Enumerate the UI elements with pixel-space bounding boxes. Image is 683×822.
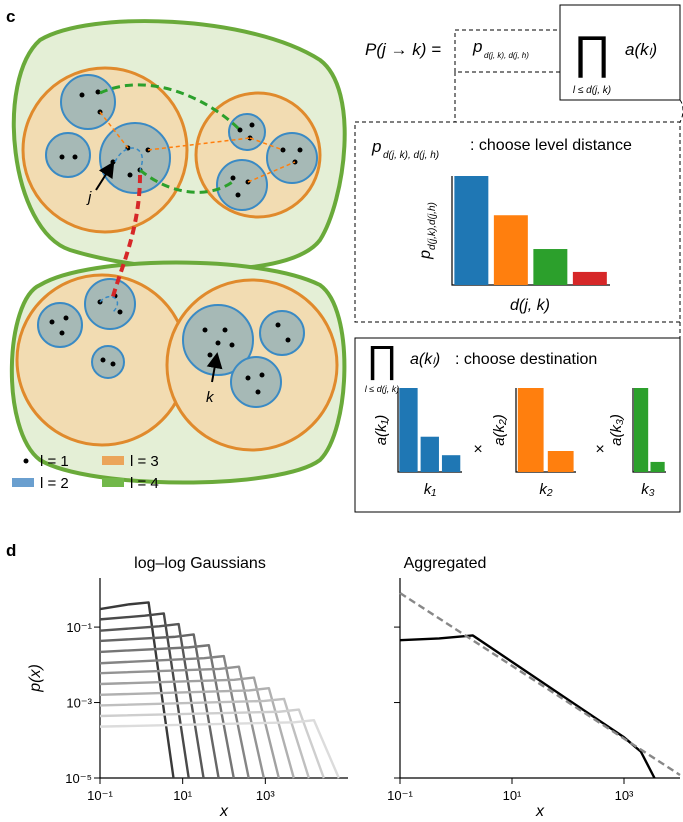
x-axis-label: k₃ — [641, 481, 655, 498]
x-tick-label: 10³ — [256, 788, 275, 803]
panel-label: c — [6, 7, 15, 26]
bar — [442, 455, 460, 472]
x-axis-label: x — [535, 803, 545, 820]
x-tick-label: 10⁻¹ — [87, 788, 113, 803]
legend-swatch — [102, 456, 124, 465]
axis — [100, 578, 348, 778]
formula-prod-sub: l ≤ d(j, k) — [573, 85, 611, 96]
x-axis-label: k₁ — [424, 481, 437, 498]
legend-label: l = 4 — [130, 475, 159, 492]
y-axis-label-main: a(k₁) — [373, 415, 390, 446]
legend-dot — [24, 459, 29, 464]
bar — [494, 215, 528, 285]
times: × — [473, 441, 482, 458]
series-line — [100, 645, 234, 778]
formula-lhs: P(j → k) = — [365, 40, 441, 59]
y-axis-label: p(x) — [27, 664, 44, 693]
network-diagram — [12, 21, 345, 482]
legend-swatch — [12, 478, 34, 487]
y-axis-label-main: a(k₂) — [491, 414, 508, 446]
box-a: a(kₗ) — [410, 351, 440, 368]
bar — [518, 388, 544, 472]
times: × — [595, 441, 604, 458]
bar — [533, 249, 567, 285]
bar — [421, 437, 439, 472]
chart-title: Aggregated — [404, 555, 487, 572]
box-p-sub: d(j, k), d(j, h) — [383, 150, 439, 161]
bar — [573, 272, 607, 285]
series-line — [100, 656, 249, 778]
y-axis-label: a(k₂) — [491, 414, 508, 446]
formula-a: a(kₗ) — [625, 40, 657, 59]
x-axis-label: k₂ — [539, 481, 553, 498]
x-axis-label: d(j, k) — [510, 297, 550, 314]
chart-title: log–log Gaussians — [134, 555, 266, 572]
box-caption: : choose destination — [455, 351, 597, 368]
bar — [634, 388, 648, 472]
y-axis-label-main: a(k₃) — [608, 414, 625, 446]
y-axis-label: pd(j,k),d(j,h) — [417, 202, 438, 260]
y-tick-label: 10⁻¹ — [66, 620, 92, 635]
series-line — [400, 635, 654, 778]
y-tick-label: 10⁻⁵ — [65, 771, 92, 786]
box-caption: : choose level distance — [470, 137, 632, 154]
formula-p-sub: d(j, k), d(j, h) — [484, 51, 529, 60]
y-axis-label: a(k₃) — [608, 414, 625, 446]
bar — [454, 176, 488, 285]
y-axis-label-main: p — [417, 250, 434, 260]
formula-p: p — [472, 37, 482, 56]
panel-label: d — [6, 541, 16, 560]
y-axis-label-sub: d(j,k),d(j,h) — [427, 202, 438, 250]
x-tick-label: 10³ — [615, 788, 634, 803]
bar — [399, 388, 417, 472]
legend-label: l = 3 — [130, 453, 159, 470]
x-axis-label: x — [219, 803, 229, 820]
y-tick-label: 10⁻³ — [66, 696, 92, 711]
bar — [650, 462, 664, 472]
formula-prod: ∏ — [573, 26, 611, 78]
legend-swatch — [102, 478, 124, 487]
figure: c — [0, 0, 683, 822]
box-p: p — [371, 137, 381, 156]
legend-label: l = 2 — [40, 475, 69, 492]
connector — [455, 72, 683, 338]
box-prod-sub: l ≤ d(j, k) — [365, 384, 399, 394]
legend-label: l = 1 — [40, 453, 69, 470]
bar — [548, 451, 574, 472]
box-prod: ∏ — [366, 339, 397, 381]
x-tick-label: 10⁻¹ — [387, 788, 413, 803]
x-tick-label: 10¹ — [503, 788, 522, 803]
y-axis-label: a(k₁) — [373, 415, 390, 446]
series-line — [100, 720, 339, 778]
x-tick-label: 10¹ — [173, 788, 192, 803]
